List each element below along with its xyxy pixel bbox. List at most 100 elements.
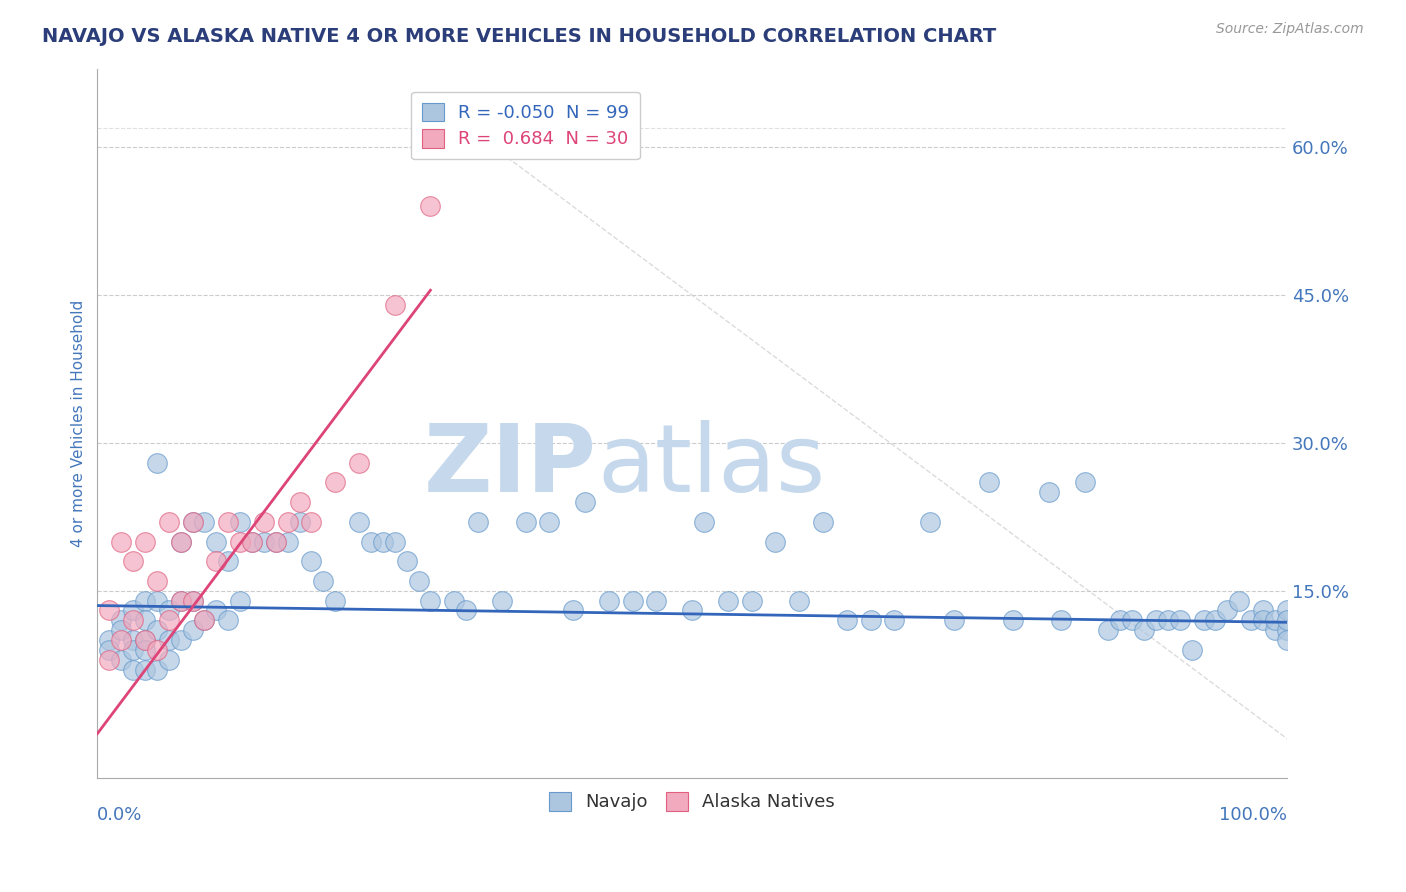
Text: NAVAJO VS ALASKA NATIVE 4 OR MORE VEHICLES IN HOUSEHOLD CORRELATION CHART: NAVAJO VS ALASKA NATIVE 4 OR MORE VEHICL… (42, 27, 997, 45)
Point (408, 574, 430, 588)
Point (288, 515, 311, 529)
Point (1109, 613, 1132, 627)
Point (134, 633, 156, 648)
Point (169, 633, 191, 648)
Point (1251, 603, 1274, 617)
Point (395, 554, 418, 568)
Point (253, 515, 276, 529)
Point (443, 593, 465, 607)
Point (859, 613, 882, 627)
Point (134, 613, 156, 627)
Point (347, 515, 370, 529)
Point (347, 456, 370, 470)
Point (681, 603, 703, 617)
Point (122, 613, 145, 627)
Text: atlas: atlas (598, 420, 825, 512)
Point (277, 515, 299, 529)
Point (1275, 623, 1298, 637)
Point (360, 534, 382, 549)
Point (918, 515, 941, 529)
Point (1275, 613, 1298, 627)
Point (763, 534, 786, 549)
Point (98, 603, 121, 617)
Point (240, 534, 263, 549)
Point (1038, 485, 1060, 500)
Point (1002, 613, 1025, 627)
Point (240, 534, 263, 549)
Point (741, 593, 763, 607)
Point (205, 554, 228, 568)
Point (371, 534, 394, 549)
Point (110, 653, 132, 667)
Point (693, 515, 716, 529)
Point (157, 633, 180, 648)
Point (181, 623, 204, 637)
Point (515, 515, 537, 529)
Point (122, 663, 145, 677)
Point (323, 593, 346, 607)
Point (717, 593, 740, 607)
Point (384, 534, 406, 549)
Point (1144, 613, 1167, 627)
Point (146, 456, 169, 470)
Y-axis label: 4 or more Vehicles in Household: 4 or more Vehicles in Household (72, 300, 86, 547)
Point (1275, 603, 1298, 617)
Point (1073, 475, 1095, 490)
Point (419, 199, 441, 213)
Point (1050, 613, 1073, 627)
Point (264, 534, 287, 549)
Point (574, 495, 596, 509)
Point (157, 603, 180, 617)
Point (1157, 613, 1180, 627)
Point (157, 515, 180, 529)
Point (1168, 613, 1191, 627)
Point (110, 623, 132, 637)
Text: ZIP: ZIP (425, 420, 598, 512)
Point (169, 534, 191, 549)
Point (979, 475, 1001, 490)
Point (217, 613, 239, 627)
Point (253, 534, 276, 549)
Point (122, 554, 145, 568)
Point (301, 515, 323, 529)
Point (1216, 603, 1239, 617)
Point (598, 593, 620, 607)
Point (835, 613, 858, 627)
Point (146, 623, 169, 637)
Point (419, 593, 441, 607)
Point (229, 515, 252, 529)
Point (193, 515, 215, 529)
Point (301, 554, 323, 568)
Point (205, 534, 228, 549)
Point (134, 593, 156, 607)
Point (277, 534, 299, 549)
Point (98, 653, 121, 667)
Point (1133, 623, 1156, 637)
Point (312, 574, 335, 588)
Point (169, 593, 191, 607)
Point (1275, 633, 1298, 648)
Text: 100.0%: 100.0% (1219, 806, 1286, 824)
Point (169, 534, 191, 549)
Point (1264, 613, 1286, 627)
Point (134, 534, 156, 549)
Point (229, 593, 252, 607)
Point (193, 613, 215, 627)
Point (193, 613, 215, 627)
Point (811, 515, 834, 529)
Point (491, 593, 513, 607)
Point (181, 515, 204, 529)
Point (181, 593, 204, 607)
Point (98, 643, 121, 657)
Point (134, 643, 156, 657)
Point (110, 633, 132, 648)
Point (1121, 613, 1143, 627)
Point (264, 534, 287, 549)
Point (538, 515, 561, 529)
Point (146, 643, 169, 657)
Point (122, 603, 145, 617)
Point (229, 534, 252, 549)
Point (456, 603, 478, 617)
Point (169, 593, 191, 607)
Point (942, 613, 965, 627)
